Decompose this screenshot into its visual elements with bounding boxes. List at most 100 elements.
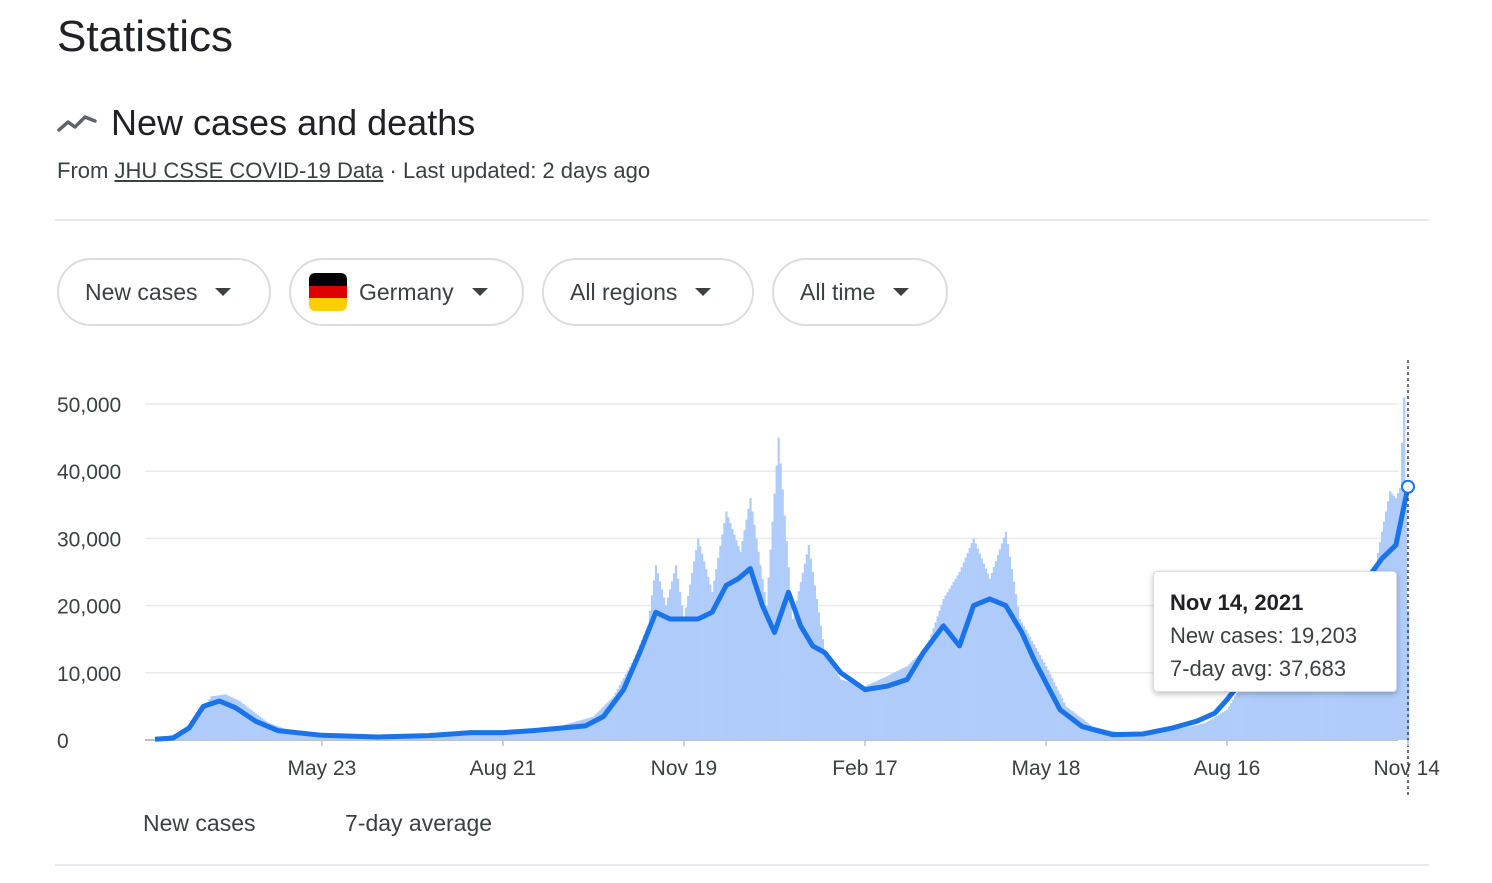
- case-bar: [950, 585, 953, 740]
- case-bar: [988, 578, 991, 740]
- case-bar: [1344, 644, 1347, 740]
- case-bar: [1149, 732, 1152, 740]
- case-bar: [1081, 718, 1084, 740]
- case-bar: [1201, 723, 1205, 740]
- region-dropdown[interactable]: All regions: [542, 258, 754, 326]
- case-bar: [990, 572, 993, 740]
- case-bar: [958, 572, 961, 740]
- case-bar: [729, 523, 732, 740]
- case-bar: [1037, 651, 1040, 740]
- case-bar: [1059, 694, 1062, 740]
- case-bar: [282, 728, 286, 740]
- case-bar: [230, 697, 233, 740]
- case-bar: [483, 731, 487, 740]
- source-link[interactable]: JHU CSSE COVID-19 Data: [114, 158, 384, 183]
- case-bar: [1214, 717, 1217, 740]
- case-bar: [984, 568, 987, 740]
- location-dropdown[interactable]: Germany: [289, 258, 524, 326]
- case-bar: [924, 647, 927, 740]
- case-bar: [538, 727, 541, 740]
- case-bar: [1226, 709, 1229, 740]
- case-bar: [520, 729, 523, 740]
- case-bar: [506, 730, 509, 740]
- case-bar: [1083, 720, 1086, 740]
- case-bar: [751, 511, 754, 740]
- case-bar: [835, 672, 839, 740]
- case-bar: [471, 731, 475, 740]
- case-bar: [196, 716, 199, 740]
- case-bar: [258, 716, 261, 740]
- case-bar: [210, 696, 213, 740]
- case-bar: [872, 682, 875, 740]
- case-bar: [978, 553, 981, 740]
- case-bar: [1177, 728, 1181, 740]
- case-bar: [1002, 537, 1006, 740]
- case-bar: [1254, 667, 1257, 740]
- case-bar: [711, 592, 714, 740]
- case-bar: [1171, 729, 1174, 740]
- case-bar: [1195, 724, 1199, 740]
- case-bar: [880, 678, 883, 740]
- case-bar: [554, 726, 557, 740]
- section-header: New cases and deaths: [57, 102, 475, 144]
- case-bar: [785, 541, 788, 740]
- case-bar: [1087, 723, 1090, 740]
- case-bar: [884, 677, 887, 740]
- case-bar: [582, 719, 585, 740]
- case-bar: [496, 730, 499, 740]
- case-bar: [1230, 703, 1233, 740]
- case-bar: [572, 722, 575, 740]
- case-bar: [327, 736, 330, 740]
- case-bar: [1022, 626, 1026, 740]
- case-bar: [992, 566, 995, 740]
- case-bar: [912, 660, 915, 740]
- case-bar: [1256, 664, 1259, 740]
- case-bar: [250, 710, 253, 740]
- chart-tooltip: Nov 14, 2021 New cases: 19,203 7-day avg…: [1153, 571, 1397, 692]
- case-bar: [236, 700, 239, 740]
- case-bar: [914, 658, 917, 740]
- case-bar: [787, 567, 790, 740]
- case-bar: [942, 598, 945, 740]
- case-bar: [290, 731, 294, 740]
- case-bar: [825, 656, 829, 740]
- case-bar: [500, 730, 503, 740]
- case-bar: [1075, 714, 1078, 740]
- case-bar: [296, 732, 300, 740]
- source-prefix: From: [57, 158, 109, 183]
- case-bar: [634, 654, 637, 740]
- case-bar: [516, 729, 519, 740]
- legend-7-day-average: 7-day average: [345, 810, 493, 836]
- divider-bottom: [55, 864, 1429, 866]
- region-dropdown-label: All regions: [570, 278, 678, 305]
- case-bar: [216, 695, 219, 740]
- y-tick-label: 50,000: [57, 394, 121, 417]
- metric-dropdown[interactable]: New cases: [57, 258, 271, 326]
- case-bar: [240, 702, 243, 740]
- case-bar: [934, 622, 937, 740]
- x-tick-label: Aug 16: [1194, 757, 1261, 780]
- range-dropdown[interactable]: All time: [772, 258, 948, 326]
- case-bar: [467, 732, 471, 740]
- case-bar: [624, 674, 627, 740]
- case-bar: [188, 725, 191, 740]
- case-bar: [1000, 543, 1004, 740]
- case-bar: [574, 721, 577, 740]
- case-bar: [540, 727, 543, 740]
- case-bar: [1099, 728, 1102, 740]
- case-bar: [1222, 712, 1225, 740]
- case-bar: [1179, 728, 1183, 740]
- case-bar: [1262, 657, 1265, 740]
- case-bar: [687, 596, 690, 740]
- case-bar: [1205, 721, 1209, 740]
- case-bar: [946, 592, 949, 740]
- case-bar: [1008, 556, 1012, 740]
- case-bar: [234, 699, 237, 740]
- case-bar: [948, 588, 951, 740]
- case-bar: [1147, 732, 1150, 740]
- case-bar: [970, 543, 973, 740]
- case-bar: [266, 722, 269, 740]
- case-bar: [681, 605, 684, 740]
- case-bar: [264, 720, 267, 740]
- case-bar: [701, 553, 704, 740]
